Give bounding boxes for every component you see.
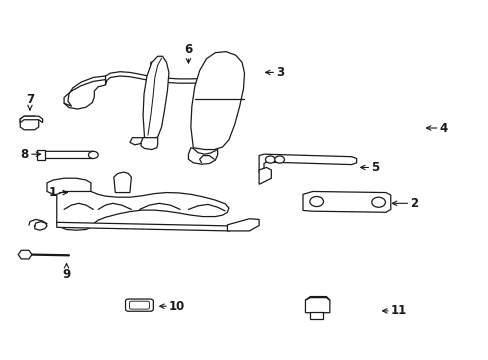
Text: 10: 10 <box>168 300 185 313</box>
Polygon shape <box>310 312 322 319</box>
Circle shape <box>274 156 284 163</box>
Polygon shape <box>151 61 160 72</box>
Polygon shape <box>20 116 39 130</box>
Circle shape <box>88 151 98 158</box>
Polygon shape <box>47 178 91 195</box>
Polygon shape <box>212 80 221 91</box>
Text: 1: 1 <box>48 186 57 199</box>
Polygon shape <box>57 192 228 230</box>
Polygon shape <box>141 138 158 149</box>
Polygon shape <box>188 148 217 164</box>
Polygon shape <box>18 250 32 259</box>
Polygon shape <box>20 116 42 123</box>
Text: 7: 7 <box>26 94 34 107</box>
Polygon shape <box>259 167 271 184</box>
Polygon shape <box>143 56 168 139</box>
Text: 2: 2 <box>409 197 418 210</box>
Polygon shape <box>43 151 96 158</box>
Polygon shape <box>57 222 229 231</box>
Text: 4: 4 <box>439 122 447 135</box>
Text: 11: 11 <box>390 305 406 318</box>
Text: 6: 6 <box>184 43 192 56</box>
Text: 8: 8 <box>20 148 29 161</box>
Polygon shape <box>305 298 329 313</box>
Circle shape <box>265 156 275 163</box>
FancyBboxPatch shape <box>125 299 153 311</box>
Text: 3: 3 <box>276 66 284 79</box>
Circle shape <box>371 197 385 207</box>
Text: 9: 9 <box>62 268 70 281</box>
FancyBboxPatch shape <box>129 301 149 309</box>
Polygon shape <box>259 154 356 173</box>
Circle shape <box>309 197 323 207</box>
Polygon shape <box>227 219 259 231</box>
Polygon shape <box>303 192 390 212</box>
Text: 5: 5 <box>370 161 379 174</box>
Polygon shape <box>105 72 222 85</box>
Polygon shape <box>190 51 244 149</box>
Polygon shape <box>37 149 44 160</box>
Polygon shape <box>114 172 131 193</box>
